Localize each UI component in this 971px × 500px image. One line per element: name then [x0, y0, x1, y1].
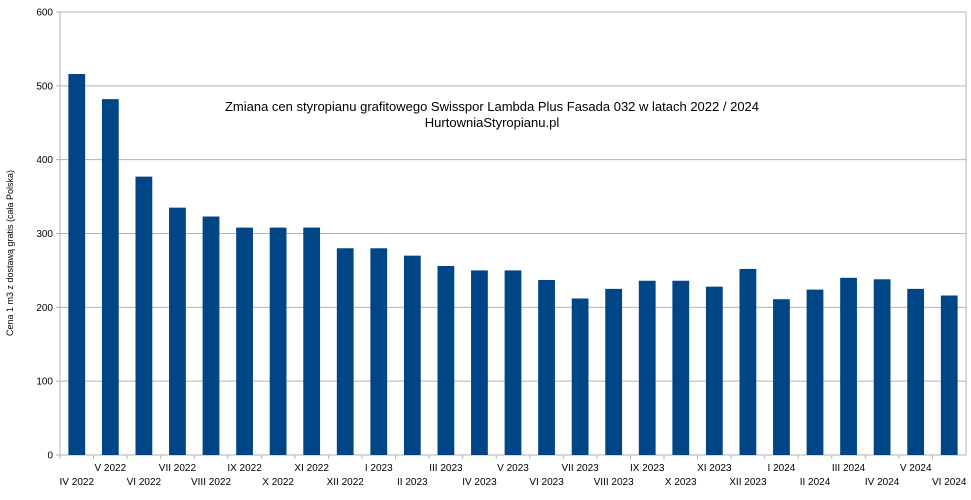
bar: [806, 289, 824, 455]
bar: [571, 298, 589, 455]
x-tick-label: V 2023: [497, 463, 529, 474]
bar: [538, 280, 555, 455]
x-tick-label: XI 2022: [294, 463, 329, 474]
bar: [236, 227, 253, 455]
x-tick-label: VI 2022: [127, 477, 162, 488]
y-tick-label: 100: [36, 377, 53, 388]
x-tick-label: IV 2024: [865, 477, 900, 488]
bar: [68, 74, 86, 456]
bar: [303, 227, 321, 455]
x-tick-label: XII 2022: [327, 477, 365, 488]
bar: [672, 280, 690, 455]
x-tick-label: IX 2023: [630, 463, 665, 474]
bar: [370, 248, 388, 455]
bar: [336, 248, 354, 455]
x-tick-label: VII 2022: [159, 463, 197, 474]
bar: [504, 270, 522, 455]
x-tick-label: II 2023: [397, 477, 428, 488]
bar: [135, 176, 153, 456]
x-tick-label: X 2022: [262, 477, 294, 488]
x-tick-label: IX 2022: [227, 463, 262, 474]
x-tick-label: VII 2023: [561, 463, 599, 474]
x-tick-label: XI 2023: [697, 463, 732, 474]
x-tick-label: VI 2024: [932, 477, 967, 488]
bar: [101, 99, 119, 455]
bar: [873, 279, 891, 455]
y-tick-label: 600: [36, 8, 53, 19]
bar: [437, 265, 455, 455]
x-tick-label: XII 2023: [729, 477, 767, 488]
x-tick-label: III 2024: [832, 463, 866, 474]
x-tick-label: VIII 2023: [594, 477, 634, 488]
x-tick-label: X 2023: [665, 477, 697, 488]
x-tick-label: IV 2022: [60, 477, 95, 488]
bar: [773, 299, 790, 455]
bar: [202, 216, 220, 455]
x-tick-label: I 2023: [365, 463, 393, 474]
bar: [940, 295, 958, 455]
y-tick-label: 400: [36, 155, 53, 166]
chart-subtitle: HurtowniaStyropianu.pl: [425, 115, 560, 130]
bars: [68, 74, 958, 456]
y-axis-label: Cena 1 m3 z dostawą gratis (cała Polska): [5, 170, 15, 336]
bar: [605, 288, 623, 455]
bar: [840, 277, 857, 455]
y-axis-ticks: 0 100 200 300 400 500 600: [36, 8, 53, 462]
y-tick-label: 0: [47, 451, 53, 462]
x-tick-label: VI 2023: [529, 477, 564, 488]
x-tick-label: V 2022: [94, 463, 126, 474]
bar: [403, 255, 421, 455]
bar: [471, 270, 488, 455]
x-tick-label: V 2024: [900, 463, 932, 474]
y-tick-label: 200: [36, 303, 53, 314]
y-tick-label: 500: [36, 81, 53, 92]
bar: [269, 227, 287, 455]
bar: [638, 280, 656, 455]
x-tick-label: IV 2023: [462, 477, 497, 488]
bar: [907, 288, 925, 455]
x-tick-label: I 2024: [768, 463, 796, 474]
bar: [169, 207, 186, 455]
chart-title: Zmiana cen styropianu grafitowego Swissp…: [225, 99, 759, 114]
x-tick-label: VIII 2022: [191, 477, 231, 488]
bar: [739, 268, 757, 455]
bar: [705, 286, 723, 455]
y-tick-label: 300: [36, 229, 53, 240]
x-tick-label: II 2024: [800, 477, 831, 488]
x-tick-label: III 2023: [429, 463, 463, 474]
